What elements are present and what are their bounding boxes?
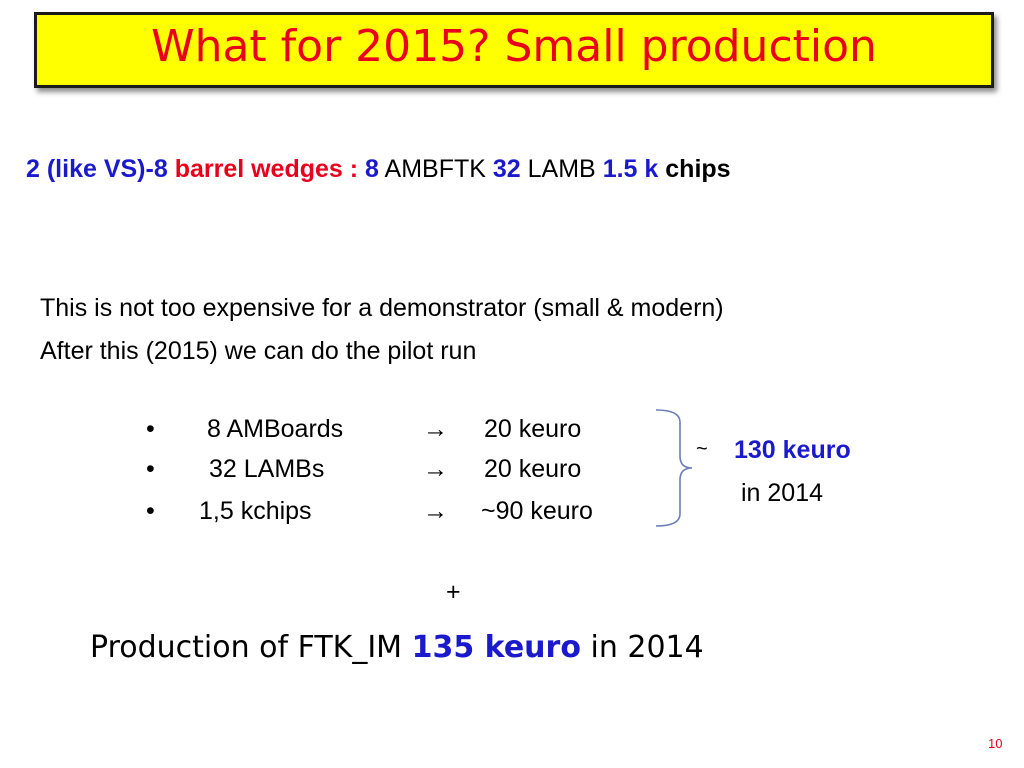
config-ambftk-label: AMBFTK xyxy=(384,155,486,183)
bullet-arrow: → xyxy=(423,415,448,443)
summary-year: in 2014 xyxy=(741,479,824,507)
bullet-item: 8 AMBoards xyxy=(207,415,344,443)
configuration-line: 2 (like VS)-8 barrel wedges : 8 AMBFTK 3… xyxy=(26,155,731,184)
plus-sign: + xyxy=(446,578,461,606)
right-brace-icon xyxy=(655,409,693,527)
config-barrel-wedges: barrel wedges : xyxy=(174,155,359,183)
bullet-arrow: → xyxy=(423,455,448,483)
bullet-arrow: → xyxy=(423,497,448,525)
summary-amount: 130 keuro xyxy=(734,436,851,464)
config-chips-label: chips xyxy=(665,155,731,183)
bullet-item: 32 LAMBs xyxy=(209,455,325,483)
config-wedge-count: 2 (like VS)-8 xyxy=(26,155,168,183)
production-prefix: Production of FTK_IM xyxy=(90,630,403,665)
paragraph-line-1: This is not too expensive for a demonstr… xyxy=(40,294,724,322)
summary-tilde: ~ xyxy=(696,438,708,460)
title-box: What for 2015? Small production xyxy=(34,12,994,88)
page-number: 10 xyxy=(988,736,1003,751)
bullet-item: 1,5 kchips xyxy=(199,497,312,525)
bullet-cost: 20 keuro xyxy=(484,455,582,483)
config-chip-count: 1.5 k xyxy=(602,155,659,183)
bullet-marker: • xyxy=(146,415,155,443)
bullet-marker: • xyxy=(146,455,155,483)
config-lamb-label: LAMB xyxy=(527,155,596,183)
bullet-cost: ~90 keuro xyxy=(481,497,593,525)
production-line: Production of FTK_IM 135 keuro in 2014 xyxy=(90,630,704,665)
paragraph-line-2: After this (2015) we can do the pilot ru… xyxy=(40,337,477,365)
slide-title: What for 2015? Small production xyxy=(151,21,877,72)
config-ambftk-count: 8 xyxy=(365,155,379,183)
config-lamb-count: 32 xyxy=(492,155,521,183)
production-amount: 135 keuro xyxy=(411,630,581,665)
bullet-marker: • xyxy=(146,497,155,525)
production-suffix: in 2014 xyxy=(590,630,704,665)
bullet-cost: 20 keuro xyxy=(484,415,582,443)
